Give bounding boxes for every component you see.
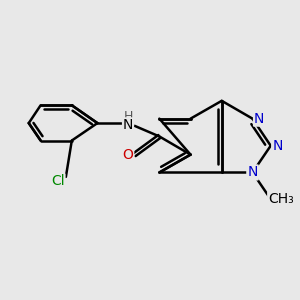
Text: H: H <box>124 110 133 123</box>
Text: N: N <box>123 118 134 132</box>
Text: N: N <box>247 166 258 179</box>
Text: H: H <box>123 110 134 124</box>
Text: O: O <box>122 148 133 162</box>
Text: Cl: Cl <box>51 174 64 188</box>
Text: N: N <box>254 112 264 126</box>
Text: CH₃: CH₃ <box>268 192 294 206</box>
Text: N: N <box>272 139 283 153</box>
